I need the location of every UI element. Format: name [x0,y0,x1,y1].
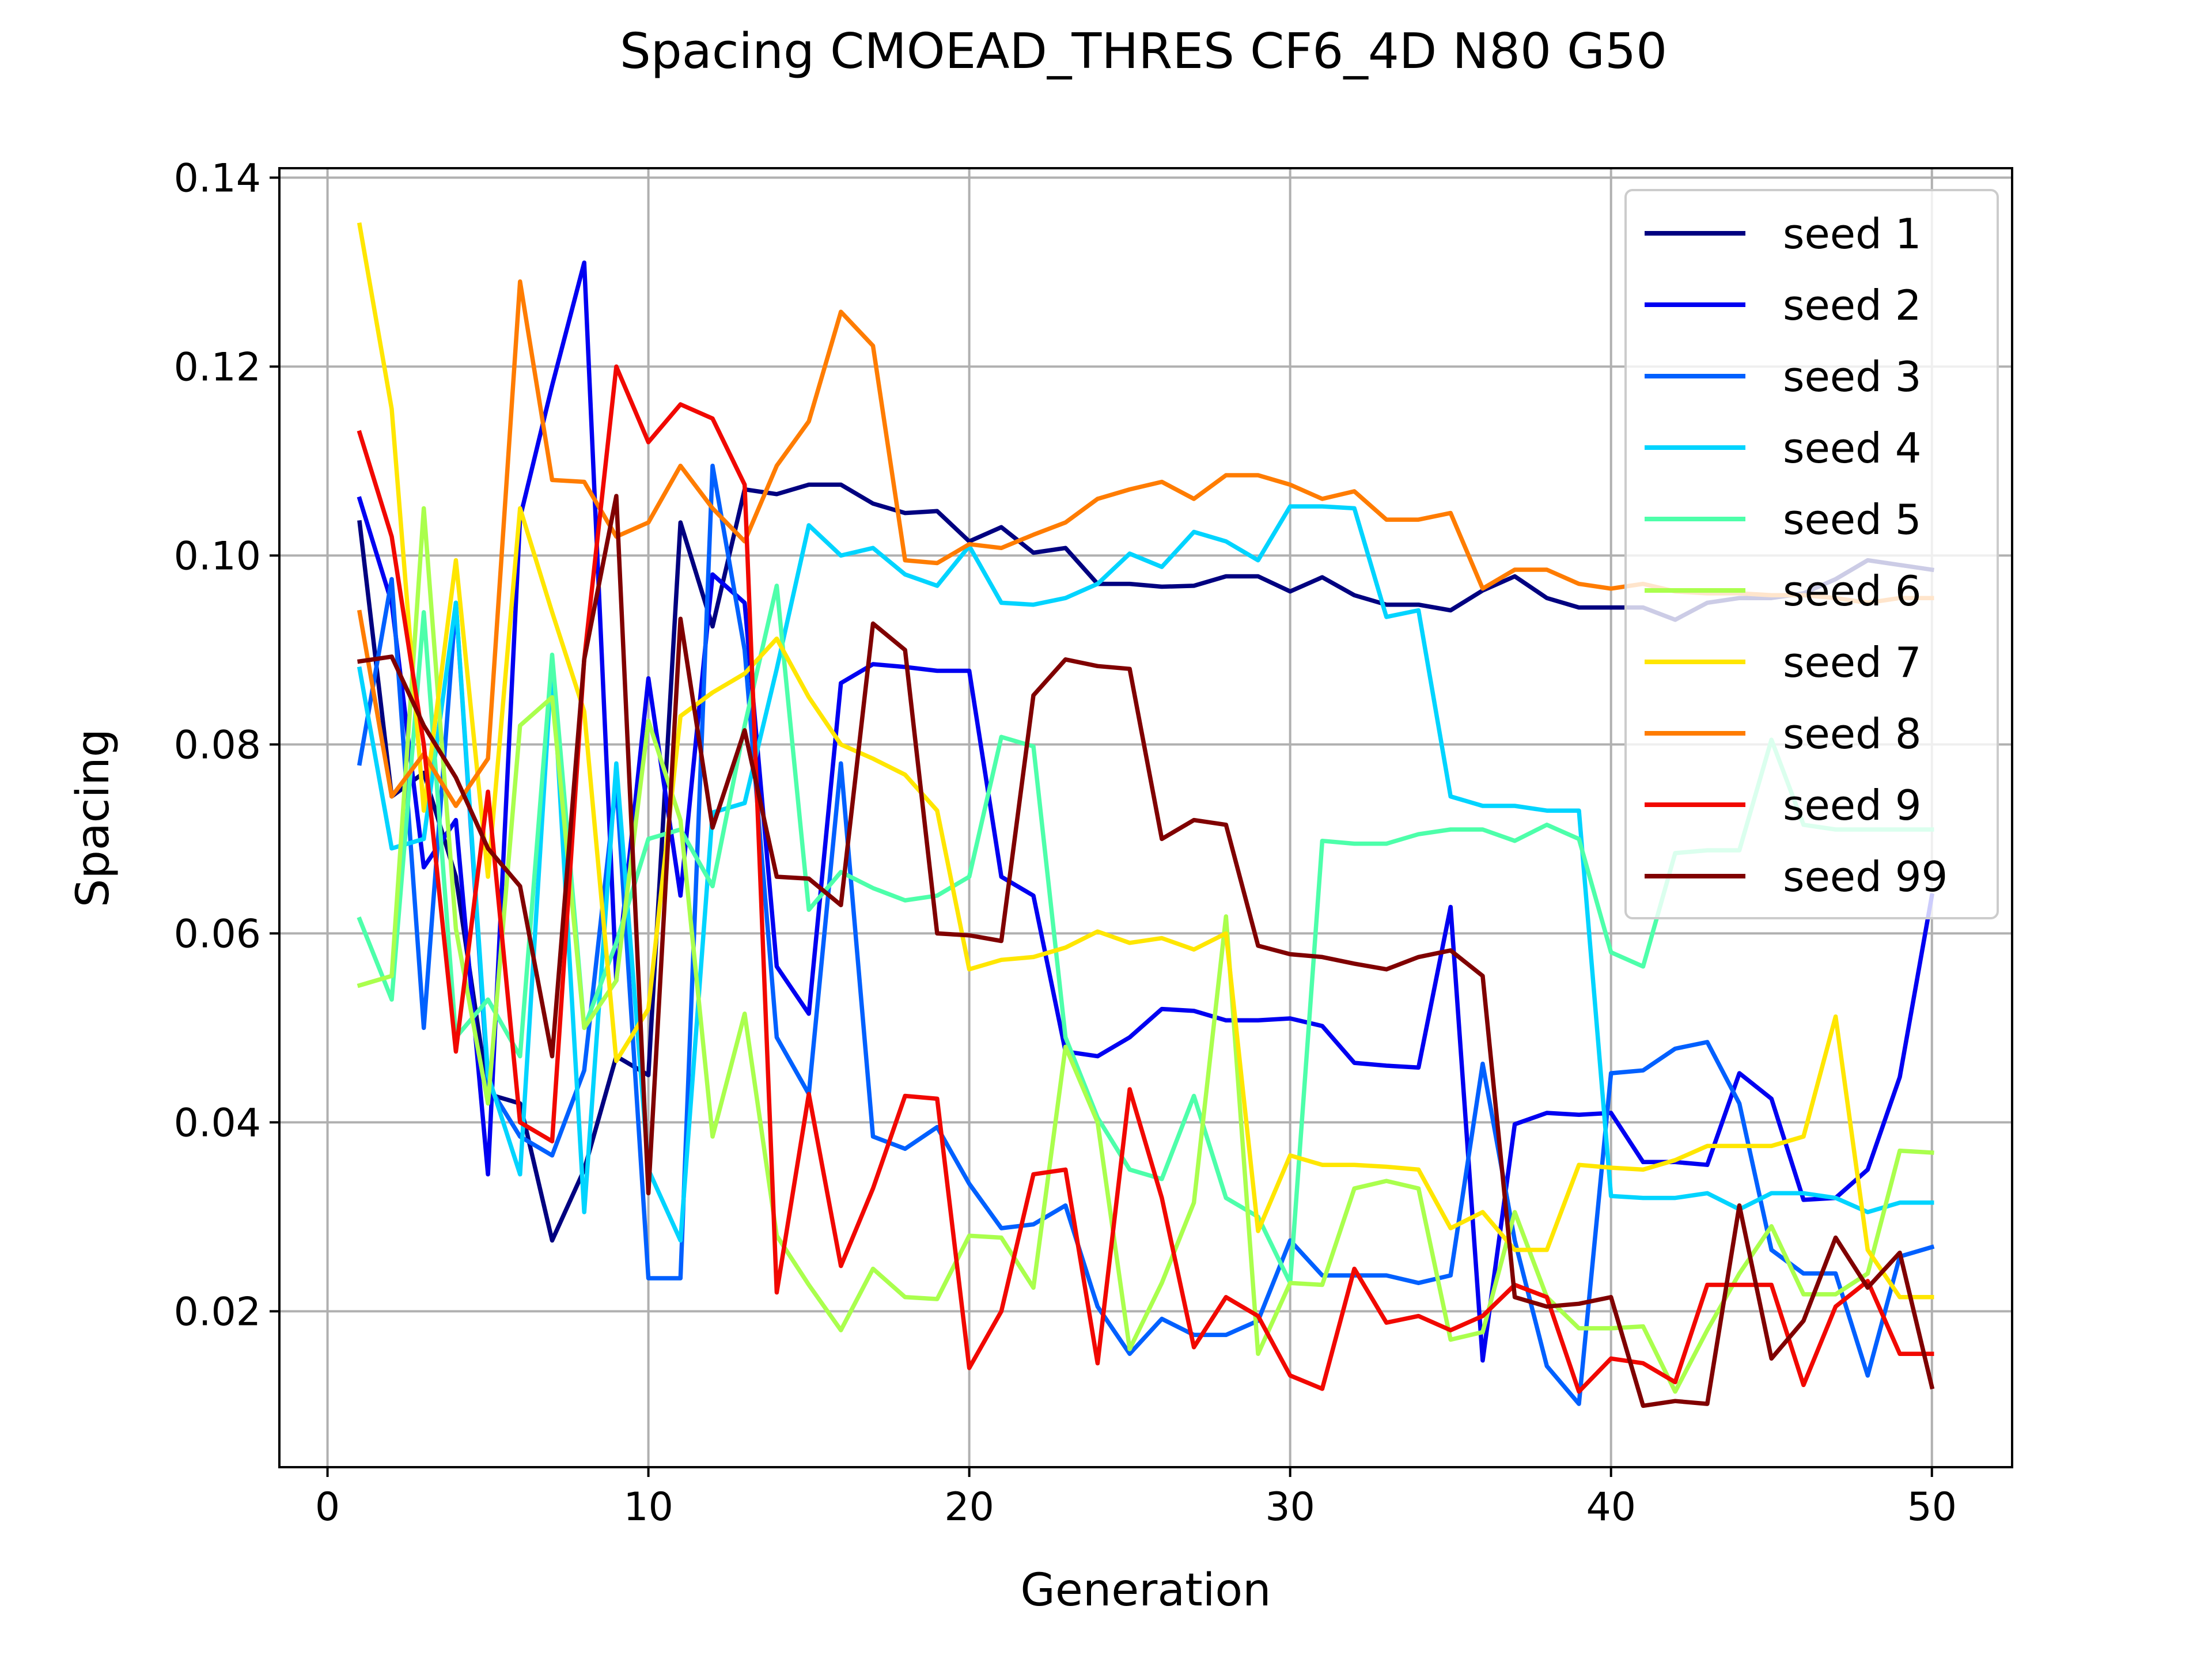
legend-label-seed-8: seed 8 [1783,710,1922,758]
x-tick-label: 0 [315,1484,340,1530]
y-axis-label: Spacing [67,729,119,907]
y-tick-label: 0.14 [174,156,261,201]
y-tick-label: 0.04 [174,1100,261,1146]
y-tick-label: 0.08 [174,722,261,768]
y-axis-ticks: 0.02 0.04 0.06 0.08 0.10 0.12 0.14 [174,156,279,1335]
legend-label-seed-2: seed 2 [1783,281,1922,329]
series-line-seed-4 [357,504,1934,1243]
x-tick-label: 10 [623,1484,673,1530]
series-line-seed-3 [357,463,1935,1406]
legend-label-seed-3: seed 3 [1783,353,1922,401]
series-layer [357,222,1935,1408]
x-tick-label: 20 [944,1484,994,1530]
legend-label-seed-6: seed 6 [1783,567,1922,615]
series-line-seed-99 [357,494,1935,1408]
legend-box [1624,189,1999,919]
x-axis-ticks: 0 10 20 30 40 50 [315,1467,1957,1530]
x-tick-label: 30 [1265,1484,1315,1530]
legend-label-seed-9: seed 9 [1783,781,1922,830]
legend-label-seed-7: seed 7 [1783,638,1922,687]
legend: seed 1 seed 2 seed 3 seed 4 seed 5 seed 6 seed… [1624,189,1999,919]
series-line-seed-9 [357,364,1934,1394]
y-tick-label: 0.06 [174,911,261,957]
legend-label-seed-4: seed 4 [1783,424,1922,472]
x-tick-label: 40 [1586,1484,1636,1530]
plot-frame [278,167,2013,1468]
legend-label-seed-5: seed 5 [1783,495,1922,544]
legend-label-seed-99: seed 99 [1783,853,1948,901]
legend-label-seed-1: seed 1 [1783,210,1922,258]
x-tick-label: 50 [1907,1484,1957,1530]
y-tick-label: 0.02 [174,1289,261,1335]
series-line-seed-7 [357,222,1934,1300]
x-axis-label: Generation [1020,1565,1271,1616]
y-tick-label: 0.12 [174,344,261,390]
y-tick-label: 0.10 [174,533,261,579]
chart-title: Spacing CMOEAD_THRES CF6_4D N80 G50 [620,23,1667,80]
